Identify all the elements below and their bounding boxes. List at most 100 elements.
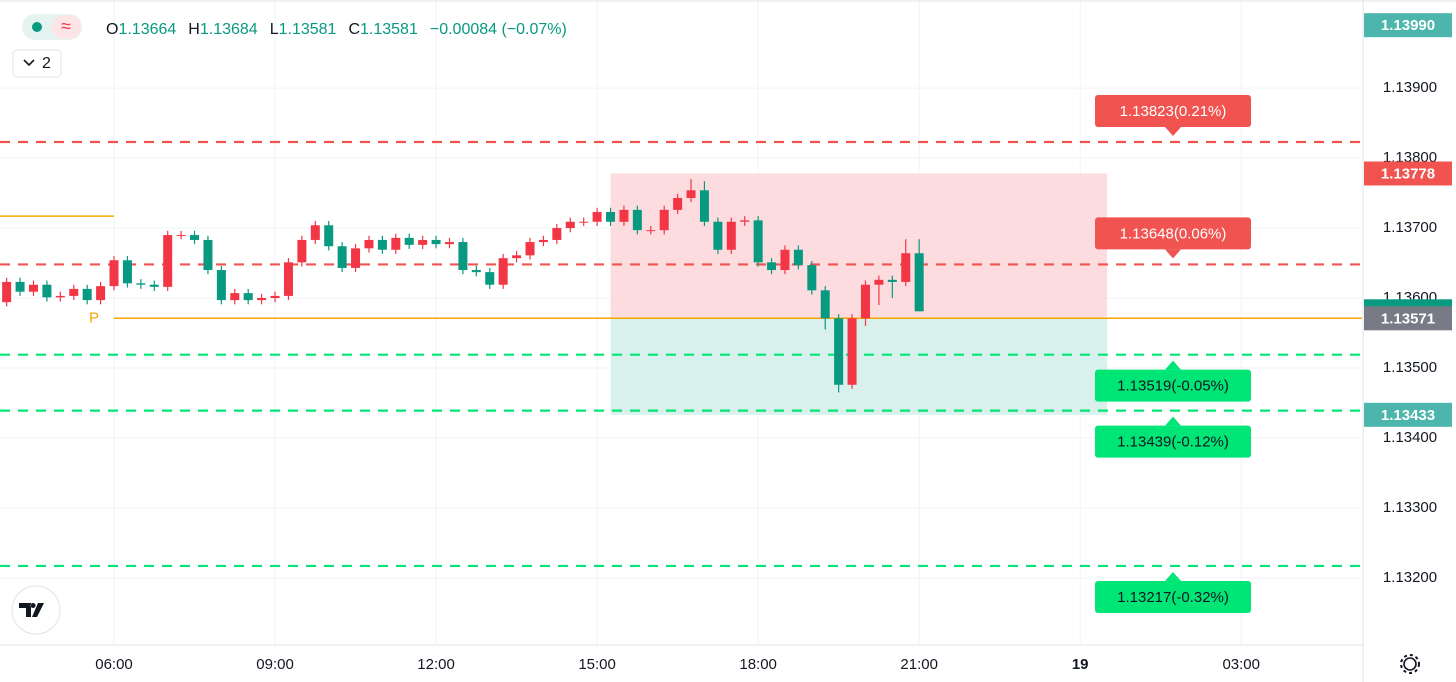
candle-body [404, 237, 414, 245]
level-pointer [1165, 249, 1181, 259]
level-pointer [1165, 416, 1181, 426]
candle-body [391, 237, 401, 250]
candle-body [606, 211, 616, 222]
candles [2, 179, 924, 393]
candle-body [740, 220, 750, 222]
candle-body [96, 286, 106, 301]
zone [610, 318, 1108, 415]
candle-body [444, 242, 454, 245]
candle-body [820, 290, 830, 319]
candle-body [136, 283, 146, 285]
level-label: 1.13823(0.21%) [1120, 103, 1227, 120]
level-box [1095, 425, 1251, 458]
candle-body [190, 235, 200, 240]
candle-body [176, 235, 186, 237]
candle-body [28, 284, 38, 292]
ohlc-key: H [188, 21, 200, 38]
candle-body [901, 253, 911, 282]
candle-body [69, 288, 79, 296]
candle-body [713, 221, 723, 250]
level-label: 1.13519(-0.05%) [1117, 378, 1229, 395]
level-box [1095, 369, 1251, 402]
candle-body [579, 221, 589, 223]
ohlc-value: 1.13581 [279, 21, 337, 38]
pivot-label: P [89, 309, 99, 326]
candle-body [149, 284, 159, 287]
level-box [1095, 580, 1251, 613]
x-tick-label: 15:00 [578, 656, 616, 673]
candle-body [498, 258, 508, 285]
ohlc: O1.13664 H1.13684 L1.13581 C1.13581 −0.00084… [106, 21, 567, 38]
settings[interactable] [1400, 654, 1420, 674]
candle-body [163, 235, 173, 287]
price-badge-label: 1.13571 [1381, 310, 1435, 327]
candle-body [887, 279, 897, 282]
ohlc-key: O [106, 21, 118, 38]
candle-body [458, 242, 468, 271]
price-badge [1364, 402, 1452, 427]
candle-body [270, 295, 280, 299]
candle-body [42, 284, 52, 298]
badge: ≈ [61, 16, 71, 36]
candle-body [364, 239, 374, 249]
y-tick-label: 1.13400 [1383, 429, 1437, 446]
levels: P [0, 140, 1362, 568]
candle-body [646, 230, 656, 232]
candle-body [619, 209, 629, 222]
candle-body [257, 298, 267, 301]
candle-body [807, 265, 817, 291]
candle-body [699, 190, 709, 222]
candle-body [525, 242, 535, 256]
level-labels: 1.13823(0.21%) 1.13648(0.06%) 1.13519(-0.0… [1095, 95, 1251, 613]
candle-body [418, 239, 428, 245]
candle-body [15, 281, 25, 292]
x-tick-label: 18:00 [739, 656, 777, 673]
level-pointer [1165, 127, 1181, 137]
logo-mark [19, 603, 44, 617]
candle-body [351, 248, 361, 268]
zone [610, 173, 1108, 319]
candle-body [431, 239, 441, 245]
gear-teeth [1400, 654, 1420, 674]
gear [1403, 657, 1417, 671]
candle-body [377, 239, 387, 250]
candle-body [753, 220, 763, 263]
candle-body [552, 228, 562, 240]
candle-body [592, 211, 602, 222]
candle-body [230, 293, 240, 301]
y-tick-label: 1.13900 [1383, 79, 1437, 96]
candle-body [337, 246, 347, 268]
ohlc-value: 1.13664 [118, 21, 176, 38]
candle-body [632, 209, 642, 231]
candle-body [512, 255, 522, 259]
level-label: 1.13217(-0.32%) [1117, 589, 1229, 606]
candle-body [780, 249, 790, 271]
candle-body [726, 221, 736, 250]
axes: 1.139001.138001.137001.136001.135001.134… [95, 13, 1452, 673]
logo[interactable] [11, 585, 61, 635]
ohlc-value: 1.13581 [360, 21, 418, 38]
candle-body [109, 260, 119, 287]
price-badge [1364, 161, 1452, 186]
badge-bg [52, 15, 81, 39]
ohlc-change: −0.00084 (−0.07%) [430, 21, 567, 38]
x-tick-label: 19 [1072, 656, 1089, 673]
ohlc-key: L [270, 21, 279, 38]
candle-body [310, 225, 320, 240]
price-badge-label: 1.13433 [1381, 407, 1435, 424]
candle-body [55, 295, 65, 298]
level-label: 1.13439(-0.12%) [1117, 434, 1229, 451]
x-tick-label: 12:00 [417, 656, 455, 673]
ohlc-value: 1.13684 [200, 21, 258, 38]
status-dot [32, 22, 42, 32]
price-badge [1364, 306, 1452, 331]
collapse-button[interactable] [12, 49, 62, 78]
candle-body [471, 270, 481, 273]
candle-body [565, 221, 575, 229]
candle-body [914, 253, 924, 312]
candle-body [283, 262, 293, 296]
zones [610, 173, 1108, 415]
candle-body [847, 318, 857, 385]
candle-body [216, 270, 226, 301]
